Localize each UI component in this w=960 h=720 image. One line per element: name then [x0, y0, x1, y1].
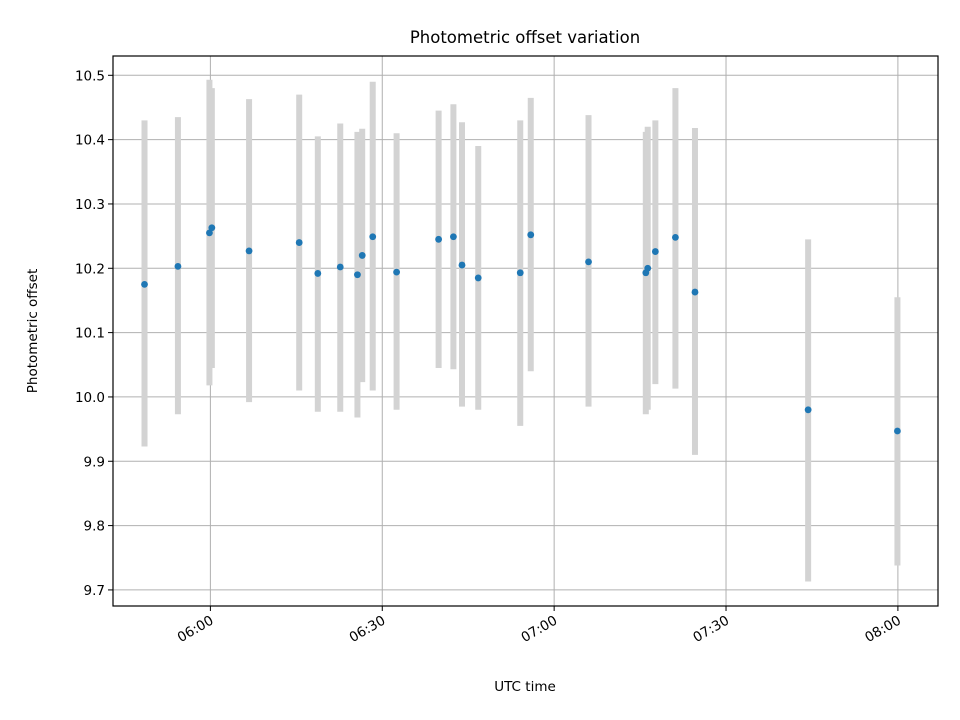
x-tick-label: 07:00: [518, 613, 560, 646]
data-point: [691, 288, 699, 296]
y-tick-label: 10.3: [75, 197, 105, 213]
plot-frame: [112, 55, 939, 607]
data-point: [804, 406, 812, 414]
y-tick-label: 9.7: [84, 583, 105, 599]
data-point: [458, 261, 466, 269]
data-point: [672, 234, 679, 241]
data-point: [393, 268, 400, 276]
y-tick-label: 10.1: [75, 326, 105, 342]
y-axis-ticks: 9.7 9.8 9.9 10.0 10.1 10.2 10.3 10.4 10.5: [75, 68, 113, 599]
x-axis-ticks: 06:00 06:30 07:00 07:30 08:00: [175, 606, 904, 646]
data-point: [358, 252, 366, 259]
data-point: [354, 271, 361, 279]
y-tick-label: 10.4: [75, 133, 105, 149]
data-point: [295, 239, 303, 246]
data-point: [206, 229, 213, 237]
data-point: [474, 274, 482, 282]
y-tick-label: 10.5: [75, 68, 105, 84]
data-point: [245, 247, 253, 255]
data-point: [336, 263, 344, 271]
y-tick-label: 10.0: [75, 390, 105, 406]
x-tick-label: 06:30: [347, 613, 389, 646]
y-tick-label: 9.9: [84, 454, 105, 470]
data-point: [450, 233, 457, 241]
y-tick-label: 10.2: [75, 261, 105, 277]
chart-title: Photometric offset variation: [410, 28, 640, 47]
plot-background: [113, 56, 938, 606]
data-point: [894, 427, 901, 435]
data-point: [314, 270, 322, 277]
data-point: [141, 280, 148, 288]
data-point: [516, 269, 524, 277]
x-tick-label: 06:00: [175, 613, 217, 646]
y-axis-label: Photometric offset: [25, 269, 41, 393]
data-point: [208, 224, 216, 232]
x-axis-label: UTC time: [494, 679, 556, 695]
data-point: [644, 264, 652, 272]
data-point: [369, 233, 377, 241]
data-point: [435, 235, 443, 243]
x-tick-label: 07:30: [690, 613, 732, 646]
data-point: [174, 262, 182, 270]
data-points: [141, 224, 901, 435]
x-tick-label: 08:00: [862, 613, 904, 646]
data-point: [585, 258, 592, 266]
y-tick-label: 9.8: [84, 519, 105, 535]
data-point: [527, 231, 535, 239]
data-point: [651, 248, 659, 255]
